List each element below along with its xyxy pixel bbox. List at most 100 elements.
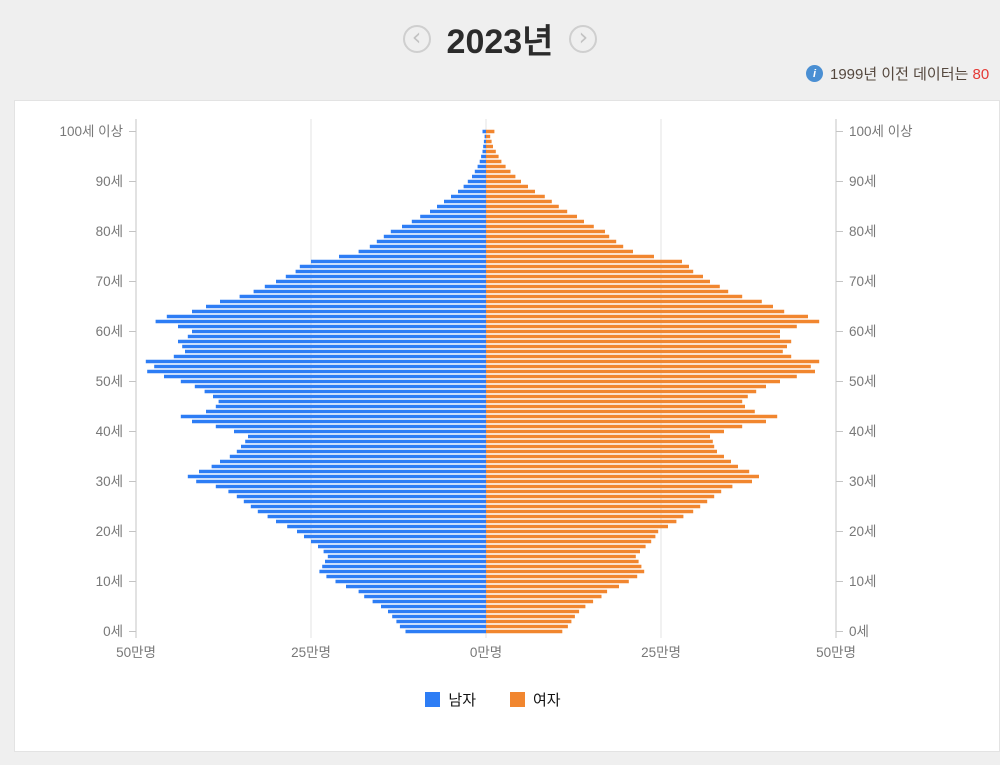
- female-bar: [486, 579, 629, 584]
- male-bar: [276, 519, 486, 524]
- female-bar: [486, 539, 652, 544]
- male-bar: [285, 274, 486, 279]
- prev-year-button[interactable]: ‹: [402, 23, 431, 53]
- female-bar: [486, 359, 820, 364]
- male-bar: [218, 399, 486, 404]
- female-bar: [486, 349, 783, 354]
- male-bar: [154, 364, 486, 369]
- female-bar: [486, 364, 811, 369]
- female-bar: [486, 309, 785, 314]
- male-bar: [192, 419, 486, 424]
- male-bar: [213, 394, 486, 399]
- female-bar: [486, 149, 496, 154]
- male-bar: [483, 144, 486, 149]
- female-bar: [486, 289, 729, 294]
- male-bar: [297, 529, 486, 534]
- male-bar: [482, 129, 486, 134]
- chart-legend: 남자 여자: [15, 689, 971, 710]
- male-bar: [376, 239, 486, 244]
- chevron-right-icon: ›: [578, 23, 589, 51]
- female-bar: [486, 554, 636, 559]
- female-bar: [486, 589, 608, 594]
- info-icon[interactable]: i: [806, 65, 823, 82]
- page-title: 2023년: [446, 23, 554, 61]
- female-bar: [486, 314, 808, 319]
- age-label-left: 0세: [103, 624, 123, 639]
- female-bar: [486, 319, 820, 324]
- male-bar: [204, 389, 486, 394]
- age-label-right: 60세: [849, 324, 876, 339]
- male-bar: [481, 154, 486, 159]
- female-bar: [486, 414, 778, 419]
- male-bar: [145, 359, 487, 364]
- male-bar: [276, 279, 486, 284]
- male-bar: [215, 404, 487, 409]
- male-bar: [239, 294, 486, 299]
- female-bar: [486, 484, 733, 489]
- notice-text: 1999년 이전 데이터는 80: [830, 66, 990, 83]
- male-bar: [437, 204, 486, 209]
- female-bar: [486, 159, 502, 164]
- male-bar: [399, 624, 486, 629]
- female-bar: [486, 609, 580, 614]
- female-bar: [486, 274, 703, 279]
- female-bar: [486, 534, 656, 539]
- female-bar: [486, 374, 797, 379]
- female-bar: [486, 379, 780, 384]
- age-label-left: 50세: [96, 374, 123, 389]
- female-bar: [486, 544, 646, 549]
- male-bar: [155, 319, 486, 324]
- female-bar: [486, 209, 568, 214]
- population-pyramid-chart: 0세 0세 10세 10세 20세 20세 30세 30세 40세 40세 50세 50세 60세 60세…: [15, 101, 1000, 673]
- male-bar: [215, 424, 487, 429]
- age-label-left: 30세: [96, 474, 123, 489]
- male-bar: [467, 179, 486, 184]
- male-bar: [250, 504, 486, 509]
- male-bar: [383, 234, 486, 239]
- female-bar: [486, 469, 750, 474]
- female-bar: [486, 179, 521, 184]
- female-bar: [486, 504, 701, 509]
- male-bar: [192, 329, 486, 334]
- male-bar: [325, 559, 486, 564]
- chevron-left-icon: ‹: [411, 23, 422, 51]
- female-bar: [486, 399, 743, 404]
- age-label-right: 90세: [849, 174, 876, 189]
- age-label-right: 0세: [849, 624, 869, 639]
- male-bar: [257, 509, 486, 514]
- female-bar: [486, 344, 787, 349]
- female-bar: [486, 499, 708, 504]
- male-legend-label: 남자: [448, 692, 476, 709]
- female-bar: [486, 169, 511, 174]
- x-tick-label: 25만명: [291, 645, 331, 660]
- male-bar: [411, 219, 486, 224]
- male-bar: [381, 604, 486, 609]
- male-bar: [264, 284, 486, 289]
- male-bar: [295, 269, 486, 274]
- female-bar: [486, 354, 792, 359]
- female-bar: [486, 144, 493, 149]
- male-bar: [405, 629, 486, 634]
- male-bar: [166, 314, 487, 319]
- age-label-right: 40세: [849, 424, 876, 439]
- male-bar: [178, 339, 486, 344]
- female-bar: [486, 529, 659, 534]
- male-bar: [364, 594, 486, 599]
- female-bar: [486, 249, 633, 254]
- male-bar: [180, 414, 487, 419]
- male-bar: [372, 599, 486, 604]
- female-bar: [486, 559, 639, 564]
- male-bar: [479, 159, 486, 164]
- next-year-button[interactable]: ›: [569, 23, 598, 53]
- male-bar: [253, 289, 486, 294]
- female-bar: [486, 244, 624, 249]
- male-bar: [206, 409, 486, 414]
- male-bar: [319, 569, 486, 574]
- male-bar: [477, 164, 486, 169]
- female-bar: [486, 224, 594, 229]
- female-bar: [486, 389, 757, 394]
- x-tick-label: 50만명: [816, 645, 856, 660]
- female-bar: [486, 199, 552, 204]
- female-bar: [486, 614, 575, 619]
- female-bar: [486, 459, 731, 464]
